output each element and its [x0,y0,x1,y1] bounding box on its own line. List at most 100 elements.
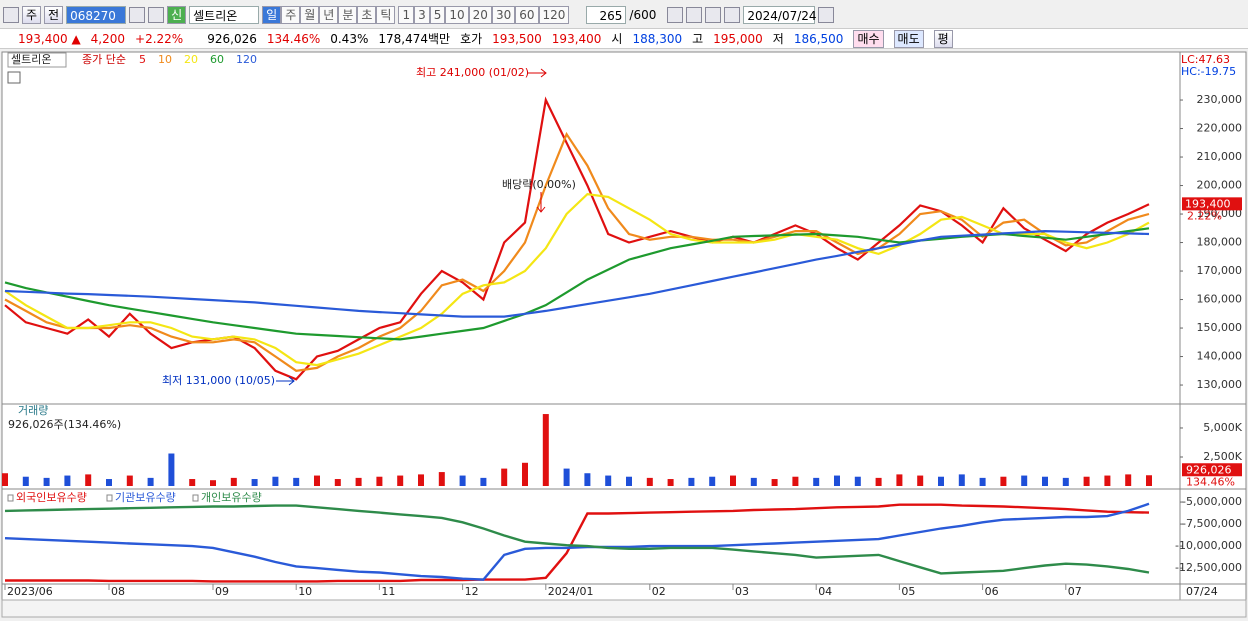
volume-bar [1083,476,1090,486]
avg-button[interactable]: 평 [933,29,953,48]
series-line [4,192,1150,367]
volume-bar [875,477,882,486]
y-tick-label: -10,000,000 [1175,539,1242,552]
volume-bar [168,453,175,486]
sound-icon[interactable] [148,7,165,23]
volume-bar [314,475,320,486]
series-line [5,503,1150,583]
tab[interactable]: 주 [281,6,301,24]
scrollbar[interactable] [1,599,1247,618]
volume-bar [438,472,445,486]
y-tick-label: 150,000 [1197,321,1243,334]
tab[interactable]: 일 [262,6,282,24]
x-tick-label: 10 [298,585,312,598]
volume-bar [1146,475,1152,486]
legend-entry: 120 [236,53,257,66]
volume-tag [1182,463,1242,477]
ask-label: 호가 [460,32,483,46]
save-icon[interactable] [705,7,722,23]
volume-bar [522,462,528,486]
tab[interactable]: 5 [429,6,446,24]
tab[interactable]: 10 [445,6,469,24]
tab[interactable]: 초 [357,6,377,24]
tab[interactable]: 년 [319,6,339,24]
grid-icon[interactable] [7,71,21,84]
tab[interactable]: 30 [491,6,516,24]
volume-rate: 134.46% [266,31,321,46]
search-icon[interactable] [129,7,146,23]
x-tick-label: 2024/01 [548,585,594,598]
volume-bar [43,477,50,486]
x-tick-label: 12 [465,585,479,598]
legend-title: 셀트리온 [11,53,51,66]
legend-entry: 개인보유수량 [201,491,262,504]
buy-button[interactable]: 매수 [853,29,884,48]
low-label: 저 [772,32,784,46]
tab[interactable]: 분 [338,6,358,24]
y-tick-label: 220,000 [1197,122,1243,135]
tab[interactable]: 1 [398,6,415,24]
annotation: 배당락(0.00%) [502,178,576,191]
volume-bar [1062,477,1069,486]
x-tick-label: 06 [985,585,999,598]
x-end-label: 07/24 [1186,585,1218,598]
volume-bar [230,477,237,486]
x-tick-label: 04 [818,585,832,598]
date-input[interactable]: 2024/07/24 [743,6,817,24]
volume-bar [1021,475,1028,486]
volume-bar [1000,476,1007,486]
volume-bar [355,477,362,486]
volume-bar [376,476,383,486]
legend-entry: 60 [210,53,224,66]
price-tag [1182,197,1242,211]
price: 193,400 ▲ [18,31,81,46]
legend-box [7,52,67,68]
bar-count[interactable]: 265 [586,6,627,24]
calendar-icon[interactable] [818,7,835,23]
y-tick-label: 5,000K [1203,421,1242,434]
volume-bar [771,479,778,486]
volume-bar [979,477,986,486]
volume-bar [813,477,820,486]
menu-icon[interactable] [3,7,19,23]
volume-bar [896,474,903,486]
prev-button[interactable]: 전 [44,6,64,24]
mode-select[interactable]: 주 [22,6,42,24]
volume-bar [501,468,508,486]
y-tick-label: 130,000 [1197,378,1243,391]
volume-bar [2,473,8,486]
tab[interactable]: 틱 [376,6,396,24]
volume-bar [688,477,695,486]
y-tick-label: 210,000 [1197,150,1243,163]
quote-bar: 193,400 ▲ 4,200 +2.22% 926,026 134.46% 0… [0,28,1248,49]
sell-button[interactable]: 매도 [893,29,924,48]
settings-icon[interactable] [724,7,741,23]
volume-bar [126,475,133,486]
volume-bar [189,479,196,486]
x-tick-label: 03 [735,585,749,598]
stock-name: 셀트리온 [189,6,260,24]
tool-icon[interactable] [667,7,684,23]
y-tick-label: 180,000 [1197,236,1243,249]
x-tick-label: 2023/06 [7,585,53,598]
volume-bar [730,475,736,486]
panel-title: 거래량 [18,404,48,417]
code-input[interactable]: 068270 [66,6,127,24]
x-tick-label: 11 [381,585,395,598]
turnover: 0.43% [330,31,369,46]
tab[interactable]: 월 [300,6,320,24]
open: 188,300 [632,31,683,46]
legend-entry: 기관보유수량 [115,491,176,504]
volume-bar [22,476,29,486]
amount: 178,474백만 [378,32,451,46]
lc-label: LC:47.63 [1181,53,1230,66]
legend-label: 종가 단순 [82,53,126,66]
tool-icon[interactable] [686,7,703,23]
tab[interactable]: 20 [468,6,492,24]
tab[interactable]: 3 [414,6,430,24]
change: 4,200 [90,31,126,46]
volume-bar [584,473,591,486]
tab[interactable]: 60 [515,6,539,24]
tab[interactable]: 120 [538,6,570,24]
